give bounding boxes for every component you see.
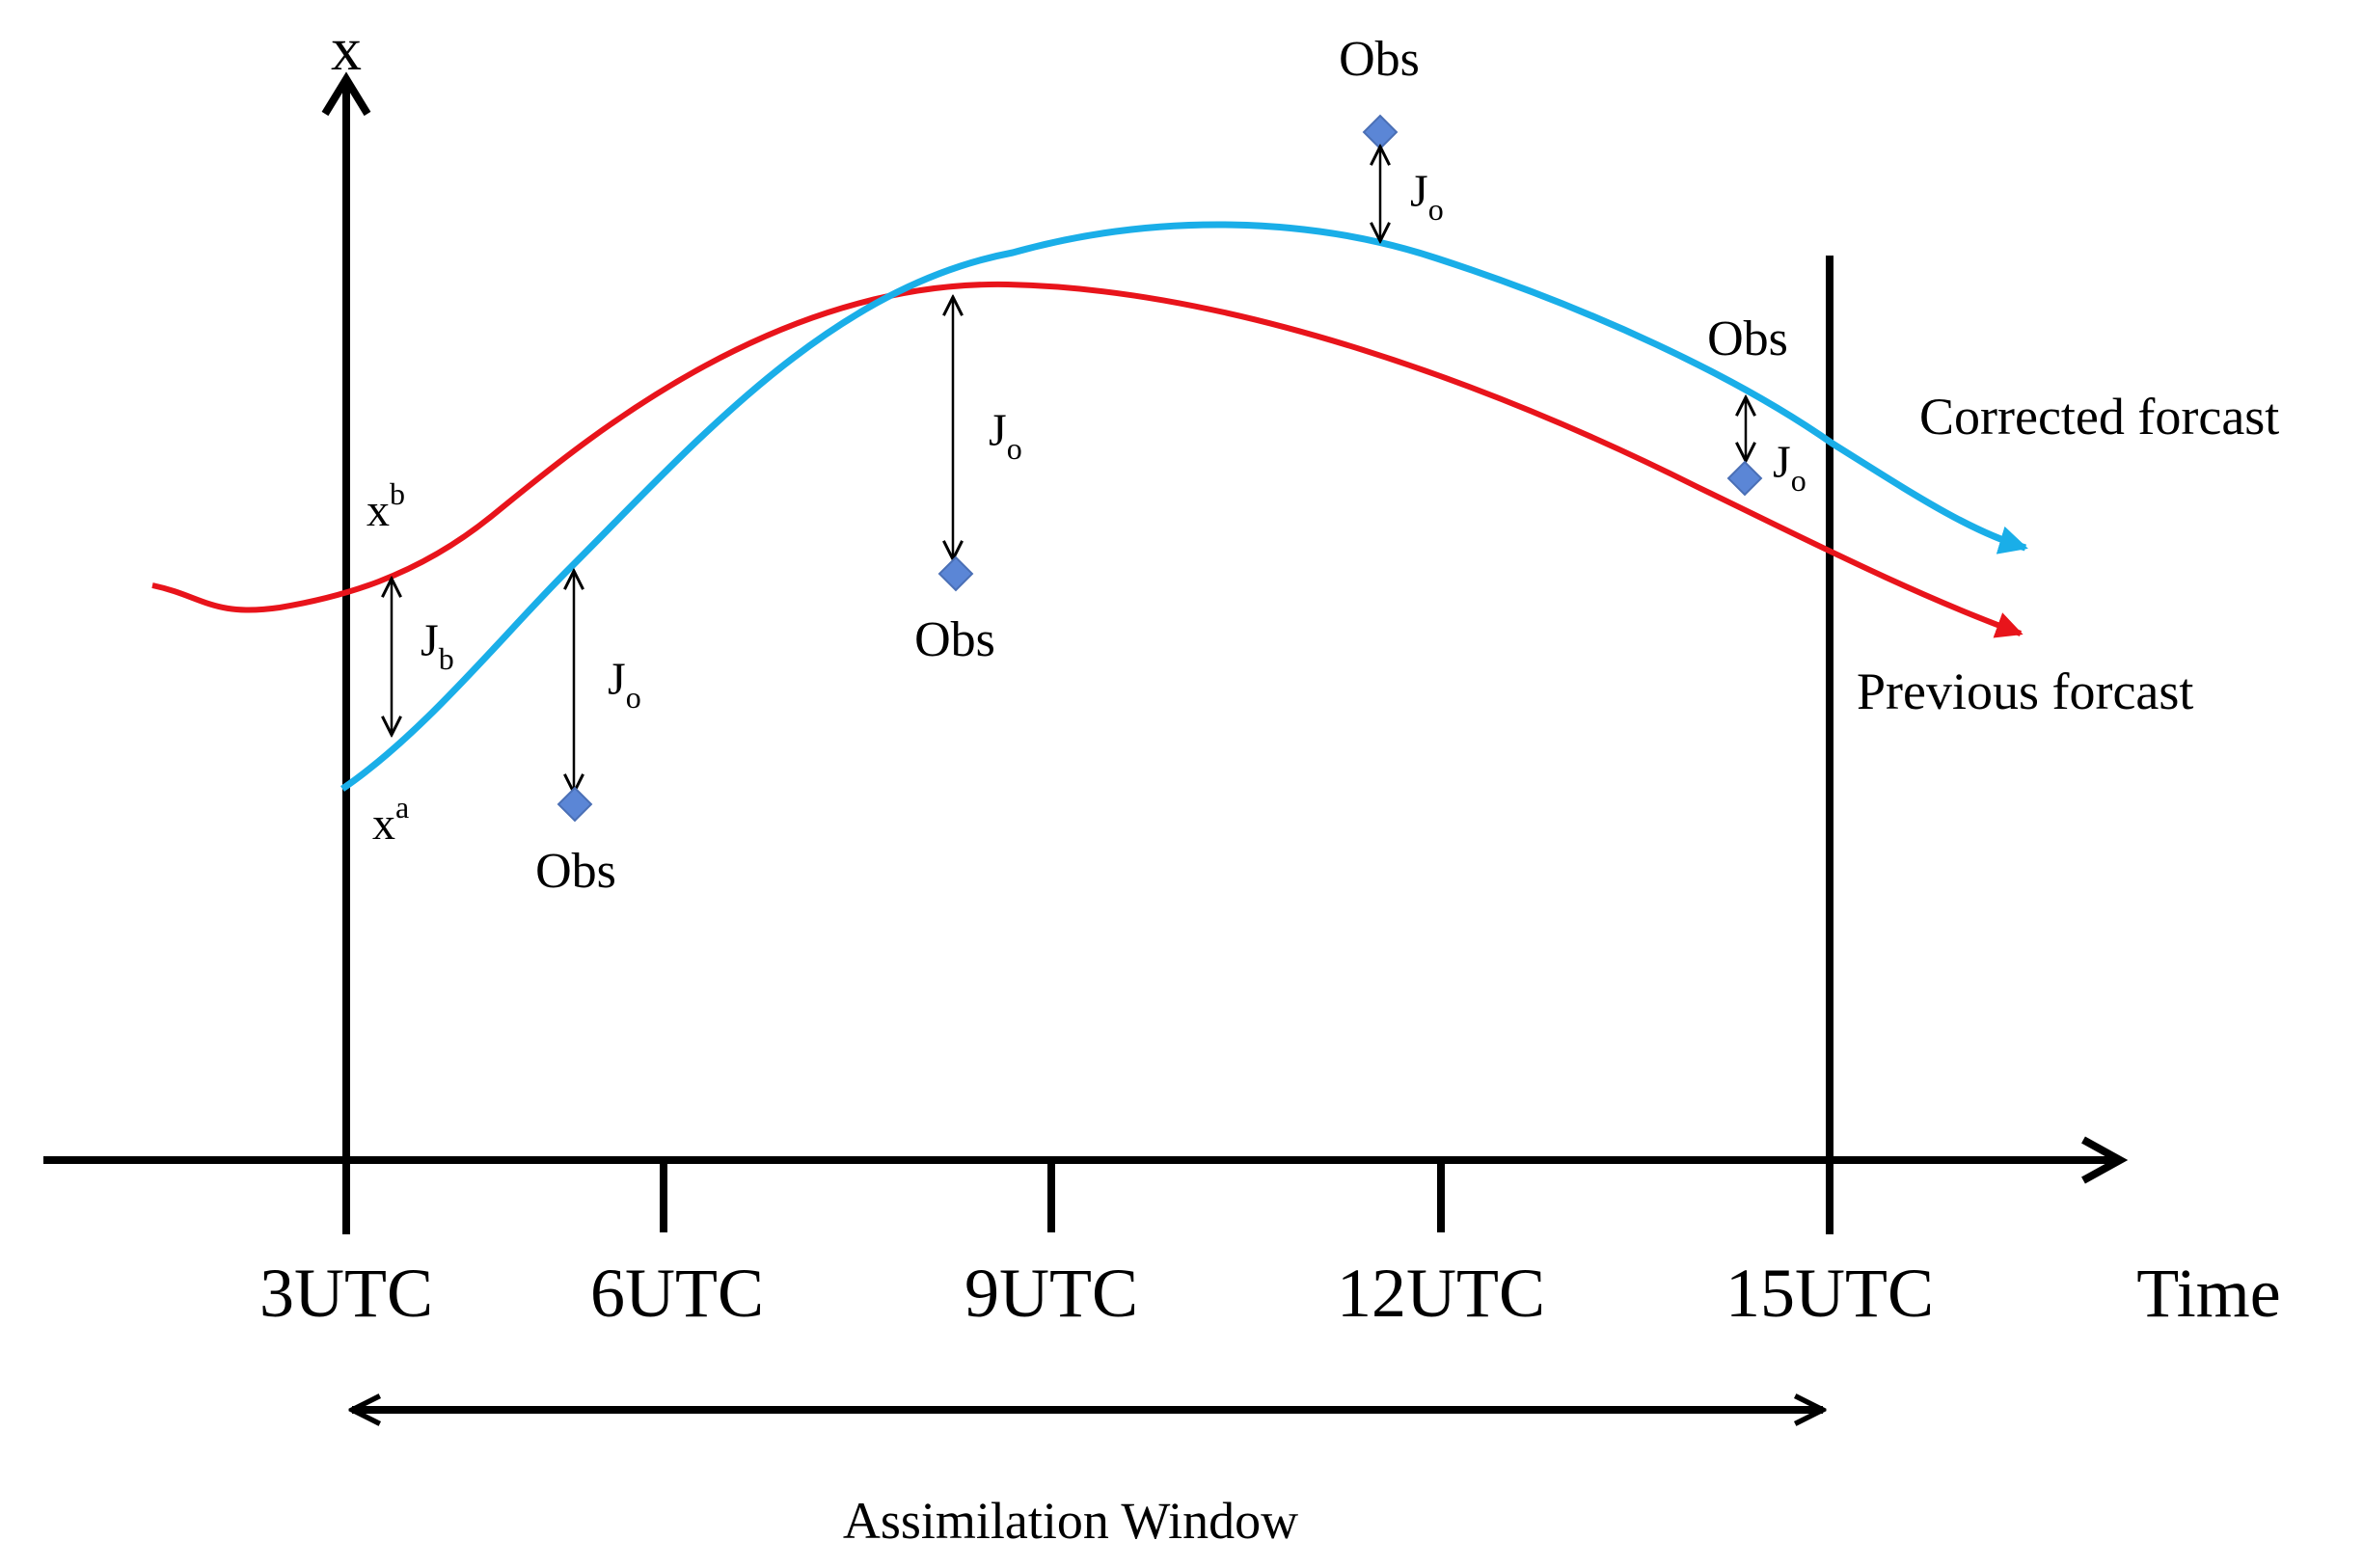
x-axis-label: Time (2136, 1255, 2280, 1332)
previous-forecast-label: Previous forcast (1857, 662, 2193, 720)
background-state-label: xb (367, 476, 405, 536)
tick-label-9utc: 9UTC (964, 1255, 1138, 1332)
analysis-state-label: xa (372, 790, 409, 850)
tick-label-6utc: 6UTC (590, 1255, 764, 1332)
tick-label-12utc: 12UTC (1337, 1255, 1545, 1332)
obs-marker-12utc (1362, 114, 1399, 150)
obs-cost-label-15utc: Jo (1773, 437, 1806, 498)
previous-forecast-curve (151, 281, 2023, 638)
obs-cost-label-9utc: Jo (989, 405, 1022, 466)
obs-cost-label-6utc: Jo (608, 654, 641, 715)
obs-label-15utc: Obs (1707, 311, 1788, 366)
obs-marker-15utc (1726, 460, 1763, 497)
y-axis-label: x (331, 14, 362, 83)
x-axis-arrowhead (2081, 1136, 2129, 1184)
corrected-forecast-label: Corrected forcast (1919, 388, 2279, 446)
background-cost-label: Jb (421, 615, 454, 676)
tick-label-3utc: 3UTC (259, 1255, 433, 1332)
obs-marker-6utc (557, 786, 593, 823)
corrected-forecast-curve (340, 221, 2028, 792)
y-axis-arrowhead (321, 71, 371, 117)
assimilation-window-label: Assimilation Window (843, 1492, 1298, 1550)
obs-marker-9utc (937, 555, 974, 592)
tick-label-15utc: 15UTC (1725, 1255, 1934, 1332)
obs-label-9utc: Obs (914, 612, 995, 667)
obs-label-12utc: Obs (1339, 32, 1420, 87)
obs-cost-label-12utc: Jo (1410, 166, 1444, 227)
obs-label-6utc: Obs (535, 844, 616, 899)
